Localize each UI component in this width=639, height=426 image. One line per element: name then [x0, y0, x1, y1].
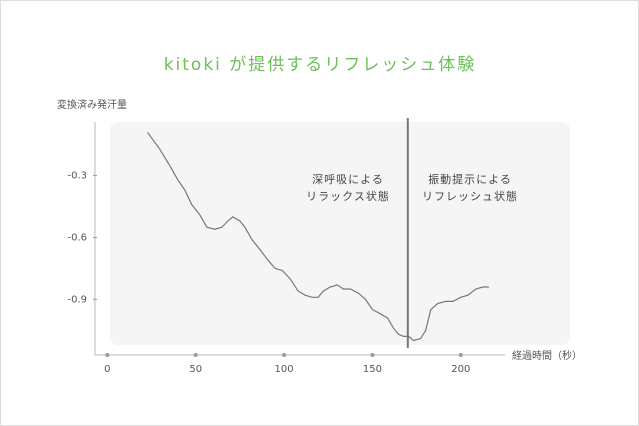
x-tick	[282, 353, 287, 357]
annotation: 振動提示による	[428, 172, 512, 186]
annotation: リラックス状態	[306, 189, 390, 203]
x-tick-label: 150	[363, 364, 382, 375]
y-tick-label: -0.6	[67, 232, 87, 243]
x-tick	[105, 353, 110, 357]
x-tick-label: 0	[104, 364, 110, 375]
y-tick-label: -0.9	[67, 294, 87, 305]
chart-title: kitoki が提供するリフレッシュ体験	[164, 55, 477, 75]
plot-background	[110, 122, 570, 345]
x-tick-label: 50	[189, 364, 202, 375]
y-axis-label: 変換済み発汗量	[57, 98, 127, 111]
x-tick-label: 100	[275, 364, 294, 375]
annotation: リフレッシュ状態	[422, 189, 518, 203]
x-tick	[193, 353, 198, 357]
data-line	[147, 131, 489, 342]
x-tick	[370, 353, 375, 357]
x-tick-label: 200	[451, 364, 470, 375]
y-tick-label: -0.3	[67, 171, 87, 182]
annotation: 深呼吸による	[312, 173, 384, 186]
x-tick	[458, 353, 463, 357]
x-axis-label: 経過時間（秒）	[512, 349, 582, 362]
